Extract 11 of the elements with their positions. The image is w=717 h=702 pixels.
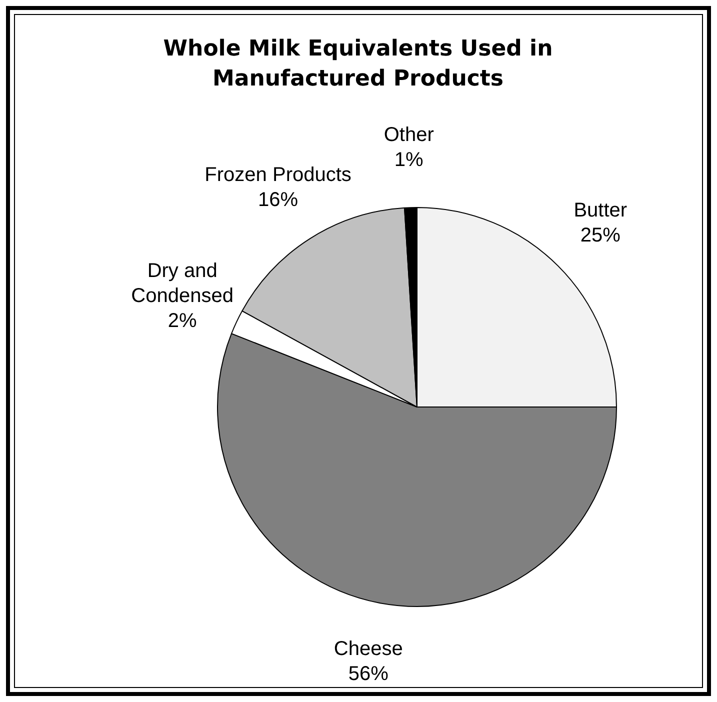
data-label: 2% (168, 310, 198, 332)
slice-label: Butter (574, 200, 628, 222)
chart-title: Whole Milk Equivalents Used in Manufactured Products (163, 36, 553, 92)
data-label: 1% (394, 148, 424, 171)
slice-label: Dry and Condensed (131, 260, 234, 308)
data-label: 16% (258, 189, 298, 212)
data-label: 56% (348, 662, 389, 685)
slice-label: Cheese (334, 638, 403, 660)
slice-label: Other (384, 124, 434, 146)
slice-label: Frozen Products (204, 164, 352, 186)
data-label: 25% (580, 224, 621, 247)
